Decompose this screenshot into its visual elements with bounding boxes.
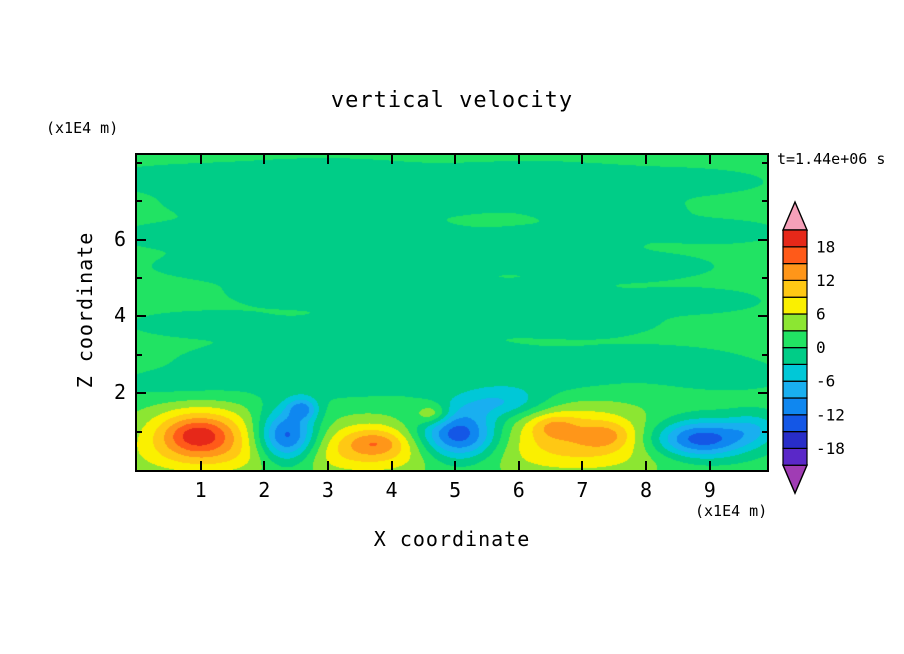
colorbar-band: [782, 363, 808, 382]
z-minor-tick-mark: [137, 276, 142, 279]
z-minor-tick-mark: [137, 353, 142, 356]
x-tick-mark: [326, 461, 329, 470]
colorbar-band: [782, 296, 808, 315]
x-tick-label: 9: [703, 478, 716, 502]
z-minor-tick-mark: [762, 200, 767, 203]
x-tick-mark: [517, 155, 520, 164]
x-tick-mark: [390, 461, 393, 470]
z-axis-unit-label: (x1E4 m): [46, 119, 119, 137]
z-tick-mark: [137, 238, 146, 241]
colorbar-band: [782, 447, 808, 466]
z-minor-tick-mark: [137, 161, 142, 164]
colorbar-arrow-bottom: [781, 464, 809, 495]
z-tick-mark: [137, 392, 146, 395]
x-tick-mark: [517, 461, 520, 470]
z-tick-mark: [758, 238, 767, 241]
x-tick-label: 5: [449, 478, 462, 502]
x-tick-mark: [645, 155, 648, 164]
x-tick-mark: [454, 461, 457, 470]
colorbar-tick-label: 12: [816, 271, 835, 290]
x-tick-mark: [326, 155, 329, 164]
x-tick-mark: [581, 461, 584, 470]
plot-frame: [135, 153, 769, 472]
colorbar-tick-label: 6: [816, 305, 826, 324]
z-minor-tick-mark: [762, 161, 767, 164]
x-tick-mark: [263, 155, 266, 164]
z-minor-tick-mark: [762, 276, 767, 279]
colorbar-tick-label: 0: [816, 338, 826, 357]
colorbar-band: [782, 330, 808, 349]
x-tick-mark: [199, 461, 202, 470]
z-tick-mark: [758, 315, 767, 318]
z-tick-label: 2: [113, 380, 126, 405]
x-tick-mark: [454, 155, 457, 164]
z-minor-tick-mark: [762, 430, 767, 433]
x-tick-mark: [199, 155, 202, 164]
colorbar-tick-label: 18: [816, 237, 835, 256]
colorbar-band: [782, 229, 808, 248]
plot-title: vertical velocity: [330, 88, 574, 113]
x-tick-mark: [645, 461, 648, 470]
x-tick-label: 6: [512, 478, 525, 502]
z-minor-tick-mark: [137, 430, 142, 433]
x-axis-unit-label: (x1E4 m): [695, 502, 768, 520]
x-tick-label: 7: [576, 478, 589, 502]
x-tick-mark: [263, 461, 266, 470]
x-axis-title: X coordinate: [373, 527, 531, 551]
colorbar-band: [782, 431, 808, 450]
x-tick-label: 8: [640, 478, 653, 502]
x-tick-mark: [581, 155, 584, 164]
colorbar-band: [782, 347, 808, 366]
x-tick-label: 4: [385, 478, 398, 502]
z-tick-label: 4: [113, 303, 126, 328]
contour-canvas: [137, 155, 767, 470]
colorbar: 18 12 6 0 -6 -12 -18: [781, 200, 845, 495]
x-tick-label: 3: [321, 478, 334, 502]
colorbar-band: [782, 313, 808, 332]
colorbar-tick-label: -12: [816, 405, 845, 424]
x-tick-label: 2: [258, 478, 271, 502]
timestamp-label: t=1.44e+06 s: [777, 150, 886, 168]
z-tick-label: 6: [113, 226, 126, 251]
z-minor-tick-mark: [137, 200, 142, 203]
colorbar-arrow-top: [781, 200, 809, 231]
colorbar-band: [782, 262, 808, 281]
x-tick-mark: [708, 461, 711, 470]
colorbar-band: [782, 414, 808, 433]
x-tick-mark: [708, 155, 711, 164]
colorbar-tick-label: -6: [816, 372, 835, 391]
z-minor-tick-mark: [762, 353, 767, 356]
x-tick-label: 1: [194, 478, 207, 502]
z-tick-mark: [137, 315, 146, 318]
colorbar-band: [782, 279, 808, 298]
colorbar-band: [782, 380, 808, 399]
x-tick-mark: [390, 155, 393, 164]
colorbar-band: [782, 397, 808, 416]
colorbar-band: [782, 246, 808, 265]
colorbar-tick-label: -18: [816, 439, 845, 458]
z-tick-mark: [758, 392, 767, 395]
